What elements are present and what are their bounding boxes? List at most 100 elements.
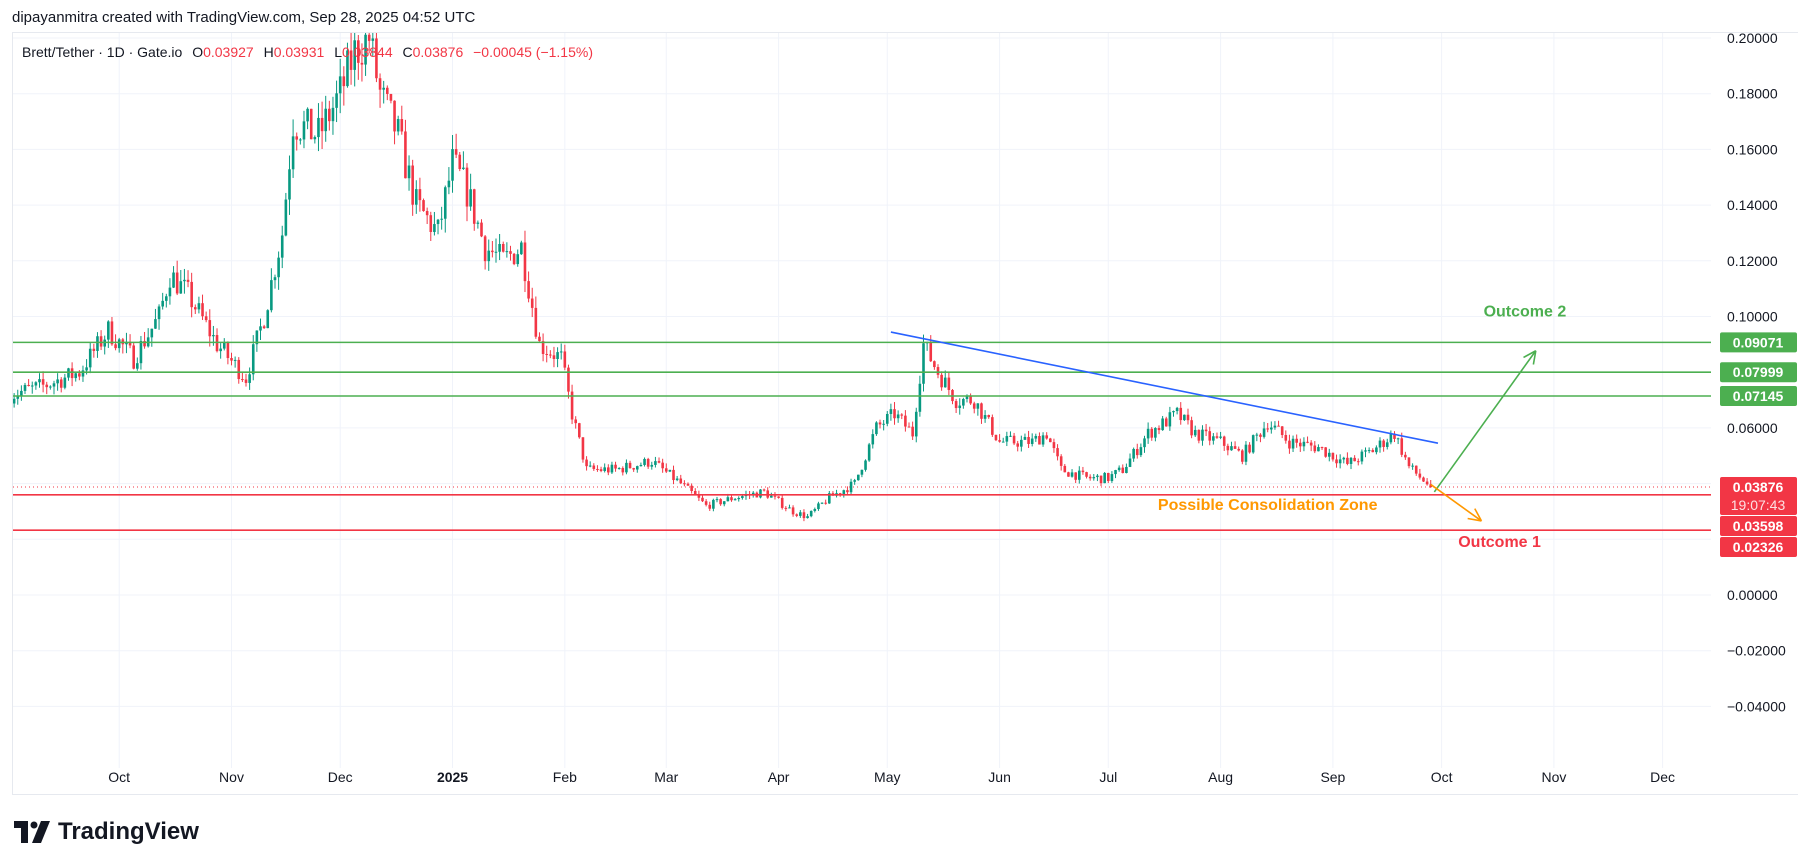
candle [1146,428,1150,439]
candle [1172,411,1175,413]
candle [664,468,668,472]
candle [1139,447,1143,456]
candle [936,367,940,375]
candle [530,298,534,308]
candle [965,396,969,400]
candle [817,503,820,510]
candle [675,478,679,481]
candle [1045,435,1048,439]
candle [983,415,987,419]
candle [632,468,635,470]
x-tick-label: Apr [768,769,790,785]
candle [404,131,407,179]
candle [1059,456,1063,466]
candle [498,244,501,252]
candle [1077,470,1081,480]
candle [1175,407,1179,412]
candle [585,459,588,467]
candle [139,340,143,364]
candle [1179,407,1183,421]
candle [1407,457,1411,467]
close-value: 0.03876 [412,44,464,60]
candle [704,501,708,505]
y-tick-label: 0.20000 [1727,30,1778,46]
candle [1244,444,1248,462]
candle [197,303,201,310]
candle [342,76,346,87]
candle [52,383,56,387]
candle [628,462,632,469]
candle [1222,436,1226,446]
candle [411,165,414,205]
candle [295,136,299,140]
candle [49,386,52,388]
candle [1204,429,1208,432]
candle [719,499,722,505]
candle [802,512,806,519]
candle [1226,445,1230,451]
candle [414,189,418,205]
candle [208,320,212,337]
candle [378,78,382,90]
candle [1088,476,1092,479]
candle [1288,440,1291,449]
symbol-label[interactable]: Brett/Tether · 1D · Gate.io [22,44,183,60]
candle [1273,425,1277,428]
candle [556,352,559,359]
candle [447,180,451,188]
candle [1121,467,1125,473]
candle [657,461,661,463]
x-tick-label: Feb [553,769,577,785]
open-value: 0.03927 [203,44,254,60]
candle [1103,472,1106,484]
candle [248,374,251,383]
candle [346,50,349,87]
candle [132,345,135,369]
candle [958,405,962,409]
candle [806,516,809,519]
high-label: H [263,44,274,60]
y-tick-label: 0.10000 [1727,309,1778,325]
candle [1266,428,1269,430]
candle [353,40,356,70]
chart-credit: dipayanmitra created with TradingView.co… [12,9,476,26]
candle [1038,435,1041,445]
x-tick-label: Jun [988,769,1011,785]
candle [371,38,375,41]
candles [13,33,1433,522]
candle [1375,447,1378,453]
candle [1219,436,1222,438]
candle [962,399,965,406]
low-label: L [334,44,342,60]
candle [280,235,284,258]
candle [244,379,248,383]
candle [433,224,436,232]
candle [1023,436,1027,440]
candle [828,493,831,504]
candle [458,154,462,169]
candle [1324,447,1327,457]
candle [512,253,516,265]
candle [407,165,411,179]
candle [581,437,585,460]
candle [867,444,871,461]
candle [1005,436,1009,442]
candle [164,296,168,301]
candle [541,341,545,354]
candle [30,385,34,387]
last-price-label: 0.03876 [1733,479,1784,495]
candle [570,391,574,420]
tradingview-logo-icon [14,821,50,843]
tradingview-logo[interactable]: TradingView [14,818,199,846]
candle [396,119,400,132]
candle [1161,418,1164,431]
y-tick-label: −0.04000 [1727,698,1786,714]
candle [1389,433,1393,443]
annotation-label: Outcome 2 [1484,304,1567,321]
candle [980,403,983,419]
candle [92,348,96,351]
candle [799,512,802,516]
candle [933,361,936,368]
candle [13,398,16,404]
